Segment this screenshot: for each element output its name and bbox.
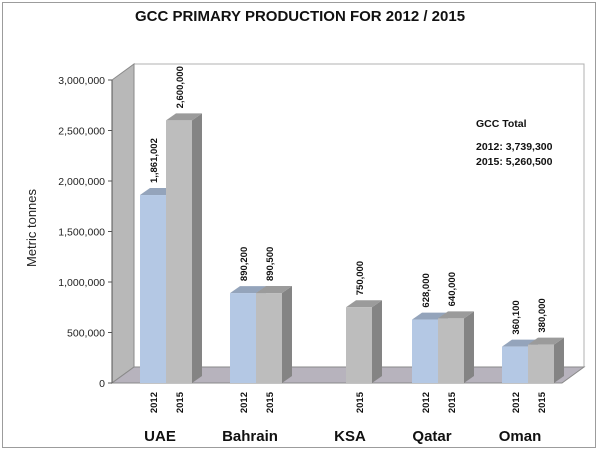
y-tick-label: 2,500,000 — [58, 126, 105, 138]
annotation-line-2015: 2015: 5,260,500 — [476, 156, 553, 168]
year-label: 2015 — [175, 391, 186, 413]
bar-qatar-2015 — [438, 311, 474, 383]
bar-side — [372, 300, 382, 383]
y-axis-label: Metric tonnes — [24, 188, 39, 267]
category-label: UAE — [144, 428, 176, 445]
data-label: 890,200 — [239, 247, 250, 281]
bar-bahrain-2015 — [256, 286, 292, 383]
y-tick-label: 1,500,000 — [58, 227, 105, 239]
data-label: 1,,861,002 — [149, 138, 160, 183]
data-label: 628,000 — [421, 273, 432, 307]
bar-ksa-2015 — [346, 300, 382, 383]
data-label: 640,000 — [447, 272, 458, 306]
y-tick-label: 1,000,000 — [58, 277, 105, 289]
annotation-line-2012: 2012: 3,739,300 — [476, 141, 553, 153]
data-label: 360,100 — [511, 300, 522, 334]
bar-uae-2015 — [166, 113, 202, 384]
chart-title: GCC PRIMARY PRODUCTION FOR 2012 / 2015 — [134, 8, 466, 25]
y-tick-label: 0 — [99, 378, 105, 390]
bar-front — [256, 293, 282, 383]
bar-top — [528, 337, 564, 345]
year-label: 2012 — [149, 392, 160, 413]
bar-side — [554, 337, 564, 383]
bar-front — [346, 307, 372, 383]
y-tick-label: 2,000,000 — [58, 176, 105, 188]
bar-front — [528, 344, 554, 383]
bars-group — [140, 113, 564, 384]
bar-side — [282, 286, 292, 383]
data-label: 380,000 — [537, 298, 548, 332]
year-label: 2015 — [265, 391, 276, 413]
data-label: 750,000 — [355, 261, 366, 295]
data-label: 2,600,000 — [175, 66, 186, 108]
labels-group: 1,,861,002 2012 2,600,000 2015 890,200 2012 89… — [144, 66, 548, 445]
bar-side — [192, 113, 202, 384]
year-label: 2015 — [537, 391, 548, 413]
bar-front — [230, 293, 256, 383]
bar-front — [166, 120, 192, 384]
bar-side — [464, 311, 474, 383]
category-label: Bahrain — [222, 428, 278, 445]
year-label: 2012 — [239, 392, 250, 413]
bar-top — [346, 300, 382, 308]
bar-front — [412, 319, 438, 383]
year-label: 2015 — [447, 391, 458, 413]
bar-top — [166, 113, 202, 121]
bar-front — [140, 195, 166, 383]
side-wall — [111, 63, 135, 384]
y-tick-label: 500,000 — [67, 328, 105, 340]
annotation-heading: GCC Total — [476, 118, 527, 130]
bar-top — [256, 286, 292, 294]
gcc-total-annotation: GCC Total 2012: 3,739,300 2015: 5,260,50… — [476, 118, 553, 168]
bar-top — [230, 286, 266, 294]
category-label: Oman — [499, 428, 542, 445]
bar-oman-2015 — [528, 337, 564, 383]
bar-front — [502, 346, 528, 383]
bar-top — [438, 311, 474, 319]
category-label: Qatar — [412, 428, 451, 445]
year-label: 2012 — [511, 392, 522, 413]
category-label: KSA — [334, 428, 366, 445]
bar-front — [438, 318, 464, 383]
data-label: 890,500 — [265, 247, 276, 281]
y-axis: 0 500,000 1,000,000 1,500,000 2,000,000 2,500… — [58, 75, 113, 390]
year-label: 2015 — [355, 391, 366, 413]
year-label: 2012 — [421, 392, 432, 413]
y-tick-label: 3,000,000 — [58, 75, 105, 87]
